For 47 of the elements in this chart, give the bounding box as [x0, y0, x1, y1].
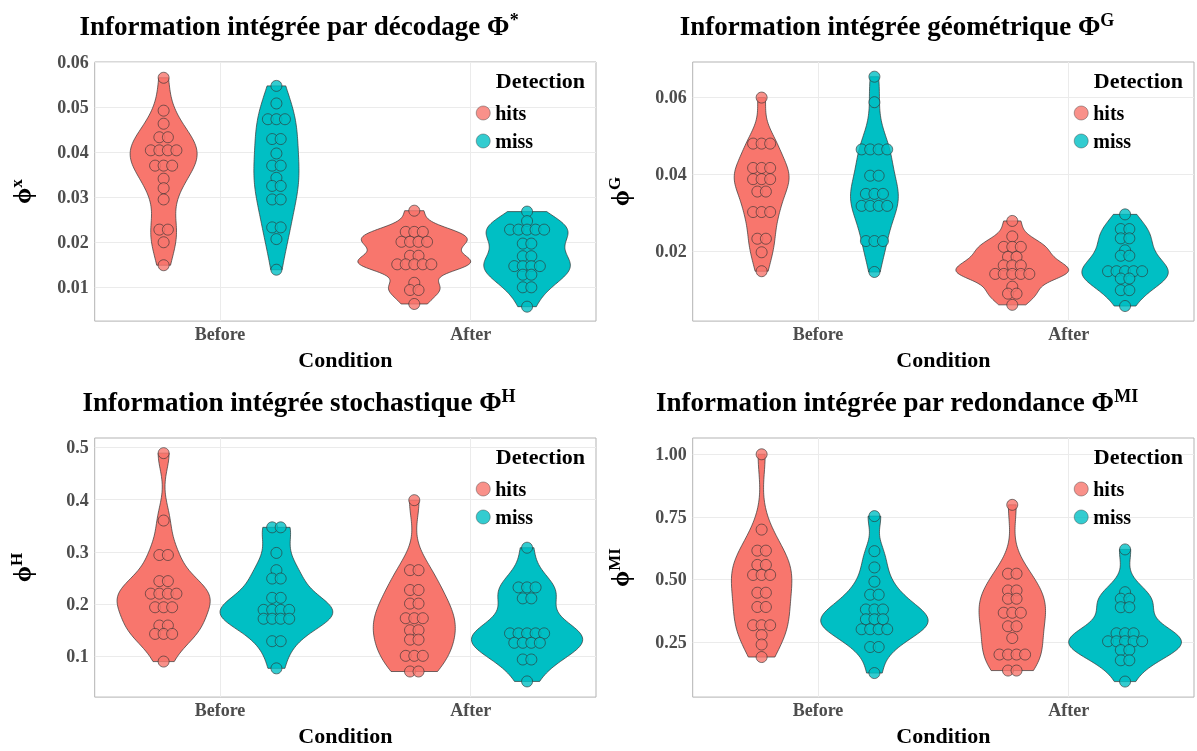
x-tick-label: After	[450, 324, 492, 345]
y-tick-label: 0.03	[57, 187, 89, 208]
x-axis-title: Condition	[298, 722, 393, 747]
y-tick-label: 0.5	[66, 436, 89, 457]
y-tick-label: 1.00	[655, 443, 687, 464]
legend-label: miss	[1093, 130, 1132, 152]
y-tick-label: 0.06	[655, 86, 687, 107]
y-tick-label: 0.02	[57, 232, 89, 253]
x-tick-label: Before	[792, 324, 844, 345]
legend-label: hits	[495, 102, 527, 124]
y-tick-label: 0.4	[66, 489, 89, 510]
x-axis-title: Condition	[896, 346, 991, 372]
legend-label: miss	[495, 130, 534, 152]
x-tick-label: Before	[194, 324, 246, 345]
chart-title: Information intégrée par décodage Φ*	[79, 10, 519, 42]
legend-label: miss	[495, 505, 534, 528]
legend-title: Detection	[495, 67, 586, 93]
legend-label: hits	[1093, 477, 1125, 500]
y-axis-title: ϕMI	[605, 547, 635, 587]
y-axis-title: ϕH	[7, 552, 37, 582]
x-tick-label: After	[450, 699, 492, 720]
y-tick-label: 0.01	[57, 277, 89, 298]
y-tick-label: 0.05	[57, 97, 89, 118]
y-tick-label: 0.3	[66, 541, 89, 562]
legend-label: hits	[1093, 102, 1125, 124]
y-tick-label: 0.25	[655, 631, 687, 652]
x-axis-title: Condition	[896, 722, 991, 747]
y-tick-label: 0.04	[655, 164, 687, 185]
x-tick-label: Before	[194, 699, 246, 720]
x-tick-label: After	[1048, 324, 1090, 345]
x-axis-title: Condition	[298, 346, 393, 372]
legend-label: miss	[1093, 505, 1132, 528]
y-tick-label: 0.04	[57, 142, 89, 163]
x-tick-label: Before	[792, 699, 844, 720]
y-tick-label: 0.06	[57, 52, 89, 72]
y-axis-title: ϕx	[7, 178, 37, 204]
legend-title: Detection	[1093, 443, 1184, 468]
y-tick-label: 0.75	[655, 506, 687, 527]
legend-title: Detection	[1093, 67, 1184, 93]
y-tick-label: 0.1	[66, 645, 89, 666]
y-tick-label: 0.02	[655, 241, 687, 262]
y-tick-label: 0.50	[655, 568, 687, 589]
y-tick-label: 0.2	[66, 593, 89, 614]
legend-title: Detection	[495, 443, 586, 468]
x-tick-label: After	[1048, 699, 1090, 720]
legend-label: hits	[495, 477, 527, 500]
y-axis-title: ϕG	[605, 176, 635, 207]
